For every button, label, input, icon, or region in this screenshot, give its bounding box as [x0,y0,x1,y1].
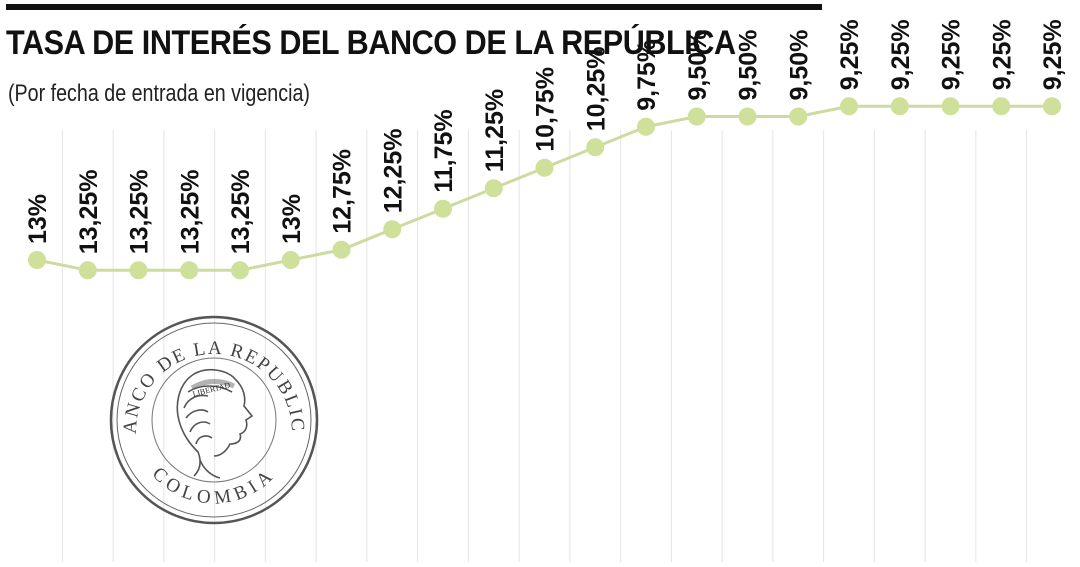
data-label: 11,75% [430,109,458,192]
data-label: 9,25% [988,19,1016,90]
data-point [992,97,1011,116]
data-point [637,117,655,136]
svg-text:BANCO DE LA REPUBLICA: BANCO DE LA REPUBLICA [108,314,308,435]
data-label: 9,25% [836,19,864,90]
data-point [28,251,46,269]
data-label: 13% [278,194,306,244]
data-point [383,220,402,239]
data-label: 13% [24,194,52,244]
data-label: 9,25% [887,19,915,90]
data-point [180,261,199,280]
data-point [941,97,960,116]
data-label: 12,25% [379,128,407,213]
seal-text-bottom: COLOMBIA [148,463,275,509]
data-point [1043,97,1061,116]
grid-lines [61,130,1028,562]
bank-seal-logo: BANCO DE LA REPUBLICA COLOMBIA LIBERTAD [108,314,319,525]
data-label: 9,25% [938,19,966,90]
data-label: 13,25% [227,169,255,254]
data-point [78,261,97,280]
data-point [687,107,706,126]
svg-text:COLOMBIA: COLOMBIA [148,463,280,509]
data-point [129,261,148,280]
data-point [586,138,605,157]
data-label: 13,25% [126,169,154,254]
data-label: 9,75% [633,40,661,111]
data-label: 10,25% [582,46,610,131]
data-label: 10,75% [532,67,560,152]
data-point [332,240,351,259]
data-point [535,158,554,177]
data-label: 13,25% [75,169,103,254]
data-point [434,199,452,218]
data-label: 9,50% [684,30,712,101]
data-point [738,107,757,126]
data-label: 11,25% [481,89,509,172]
data-points [28,97,1061,280]
data-point [890,97,909,116]
data-label: 13,25% [176,169,204,254]
chart-title: TASA DE INTERÉS DEL BANCO DE LA REPÚBLIC… [6,24,736,62]
data-point [281,251,300,269]
chart-subtitle: (Por fecha de entrada en vigencia) [8,80,310,107]
data-label: 12,75% [329,149,357,234]
data-point [231,261,249,280]
data-label: 9,50% [785,30,813,101]
seal-text-top: BANCO DE LA REPUBLICA [108,314,306,435]
data-point [789,107,808,126]
top-rule [6,4,822,10]
data-label: 9,50% [735,30,763,101]
data-point [840,97,858,116]
data-labels: 13% 13,25% 13,25% 13,25% 13,25% 13% 12,75% 12,2… [24,19,1067,254]
data-label: 9,25% [1039,19,1067,90]
data-point [484,179,503,198]
